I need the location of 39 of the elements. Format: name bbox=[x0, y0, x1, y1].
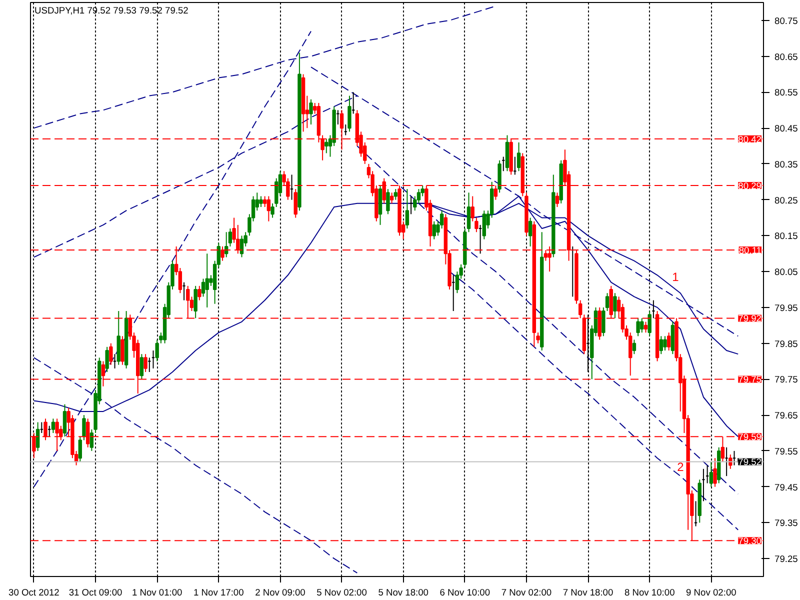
x-tick-label: 8 Nov 10:00 bbox=[624, 588, 675, 598]
y-tick-label: 80.25 bbox=[774, 195, 798, 206]
y-tick-label: 80.75 bbox=[774, 16, 798, 26]
ref-line-label: 79.92 bbox=[738, 314, 762, 324]
ref-line-label: 80.42 bbox=[738, 134, 762, 144]
ref-line-label: 79.52 bbox=[738, 457, 762, 468]
ref-line-label: 80.11 bbox=[738, 246, 762, 256]
ref-line-label: 80.29 bbox=[738, 180, 762, 191]
x-tick-label: 2 Nov 09:00 bbox=[255, 588, 306, 598]
x-tick-label: 1 Nov 17:00 bbox=[194, 588, 244, 598]
y-tick-label: 79.35 bbox=[774, 518, 798, 528]
y-tick-label: 79.95 bbox=[774, 302, 798, 313]
y-tick-label: 79.65 bbox=[774, 410, 798, 421]
y-tick-label: 80.45 bbox=[774, 124, 798, 134]
y-tick-label: 80.65 bbox=[774, 52, 798, 62]
x-tick-label: 7 Nov 02:00 bbox=[501, 588, 552, 598]
x-tick-label: 31 Oct 09:00 bbox=[68, 588, 122, 598]
x-tick-label: 5 Nov 02:00 bbox=[316, 588, 367, 598]
y-tick-label: 80.15 bbox=[774, 231, 798, 242]
y-tick-label: 79.85 bbox=[774, 338, 798, 349]
annotation: 2 bbox=[677, 460, 684, 474]
ref-line-label: 79.30 bbox=[738, 536, 762, 546]
x-tick-label: 9 Nov 02:00 bbox=[686, 588, 736, 598]
annotation: 1 bbox=[672, 270, 680, 284]
y-tick-label: 79.55 bbox=[774, 446, 798, 456]
y-tick-label: 79.45 bbox=[774, 482, 798, 492]
x-tick-label: 6 Nov 10:00 bbox=[440, 588, 490, 598]
x-tick-label: 30 Oct 2012 bbox=[8, 588, 60, 598]
y-tick-label: 80.55 bbox=[774, 88, 798, 98]
x-tick-label: 7 Nov 18:00 bbox=[562, 588, 614, 598]
y-tick-label: 79.25 bbox=[774, 554, 798, 564]
ref-line-label: 79.59 bbox=[738, 432, 762, 442]
y-tick-label: 80.35 bbox=[774, 159, 798, 170]
x-tick-label: 5 Nov 18:00 bbox=[378, 588, 429, 598]
y-tick-label: 79.75 bbox=[774, 374, 798, 385]
chart-title: USDJPY,H1 79.52 79.53 79.52 79.52 bbox=[34, 6, 188, 16]
x-tick-label: 1 Nov 01:00 bbox=[132, 588, 182, 598]
y-tick-label: 80.05 bbox=[774, 267, 798, 278]
ref-line-label: 79.75 bbox=[738, 374, 762, 385]
